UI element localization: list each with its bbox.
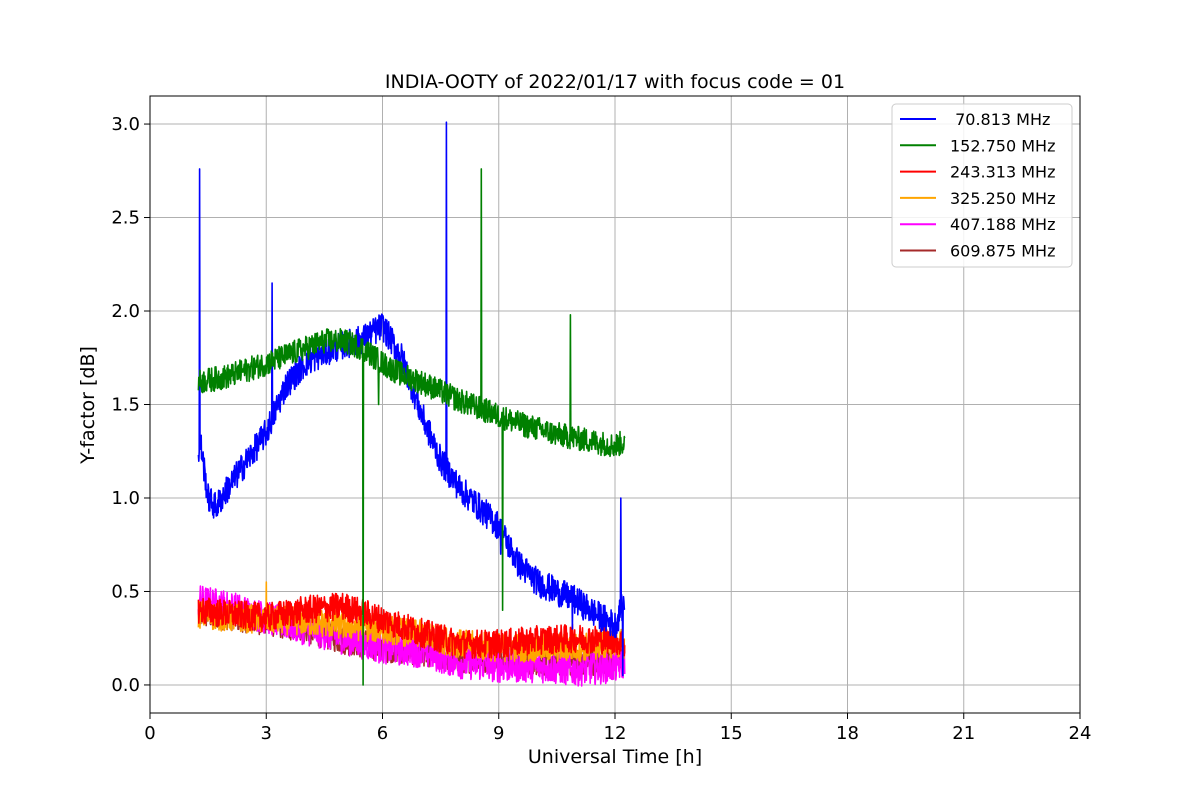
- y-tick-label: 2.5: [111, 208, 140, 229]
- series-line: [197, 592, 626, 659]
- plot-area: [197, 121, 626, 687]
- series-line: [197, 168, 626, 686]
- y-tick-label: 1.5: [111, 395, 140, 416]
- series-line: [197, 121, 626, 677]
- x-tick-label: 18: [836, 723, 859, 744]
- x-tick-label: 3: [261, 723, 272, 744]
- x-tick-label: 21: [952, 723, 975, 744]
- legend-box: [891, 103, 1073, 268]
- x-tick-label: 12: [604, 723, 627, 744]
- legend: 70.813 MHz 152.750 MHz 243.313 MHz 325.250 …: [891, 103, 1073, 268]
- x-axis-label: Universal Time [h]: [528, 746, 702, 768]
- legend-entry: 407.188 MHz: [950, 215, 1055, 234]
- y-tick-label: 0.0: [111, 675, 140, 696]
- x-tick-label: 0: [144, 723, 155, 744]
- x-tick-label: 24: [1069, 723, 1092, 744]
- legend-entry: 243.313 MHz: [950, 163, 1055, 182]
- x-tick-label: 15: [720, 723, 743, 744]
- chart-title: INDIA-OOTY of 2022/01/17 with focus code…: [385, 71, 845, 93]
- legend-entry: 609.875 MHz: [950, 242, 1055, 261]
- x-axis-ticks: 0 3 6 9 12 15 18 21 24: [144, 713, 1091, 744]
- y-tick-label: 2.0: [111, 301, 140, 322]
- y-axis-label: Y-factor [dB]: [77, 346, 99, 465]
- legend-entry: 152.750 MHz: [950, 136, 1055, 155]
- y-axis-ticks: 0.0 0.5 1.0 1.5 2.0 2.5 3.0: [111, 114, 150, 696]
- x-tick-label: 9: [493, 723, 504, 744]
- x-tick-label: 6: [377, 723, 388, 744]
- legend-entry: 70.813 MHz: [950, 110, 1050, 129]
- y-tick-label: 3.0: [111, 114, 140, 135]
- y-tick-label: 0.5: [111, 581, 140, 602]
- y-tick-label: 1.0: [111, 488, 140, 509]
- legend-entry: 325.250 MHz: [950, 189, 1055, 208]
